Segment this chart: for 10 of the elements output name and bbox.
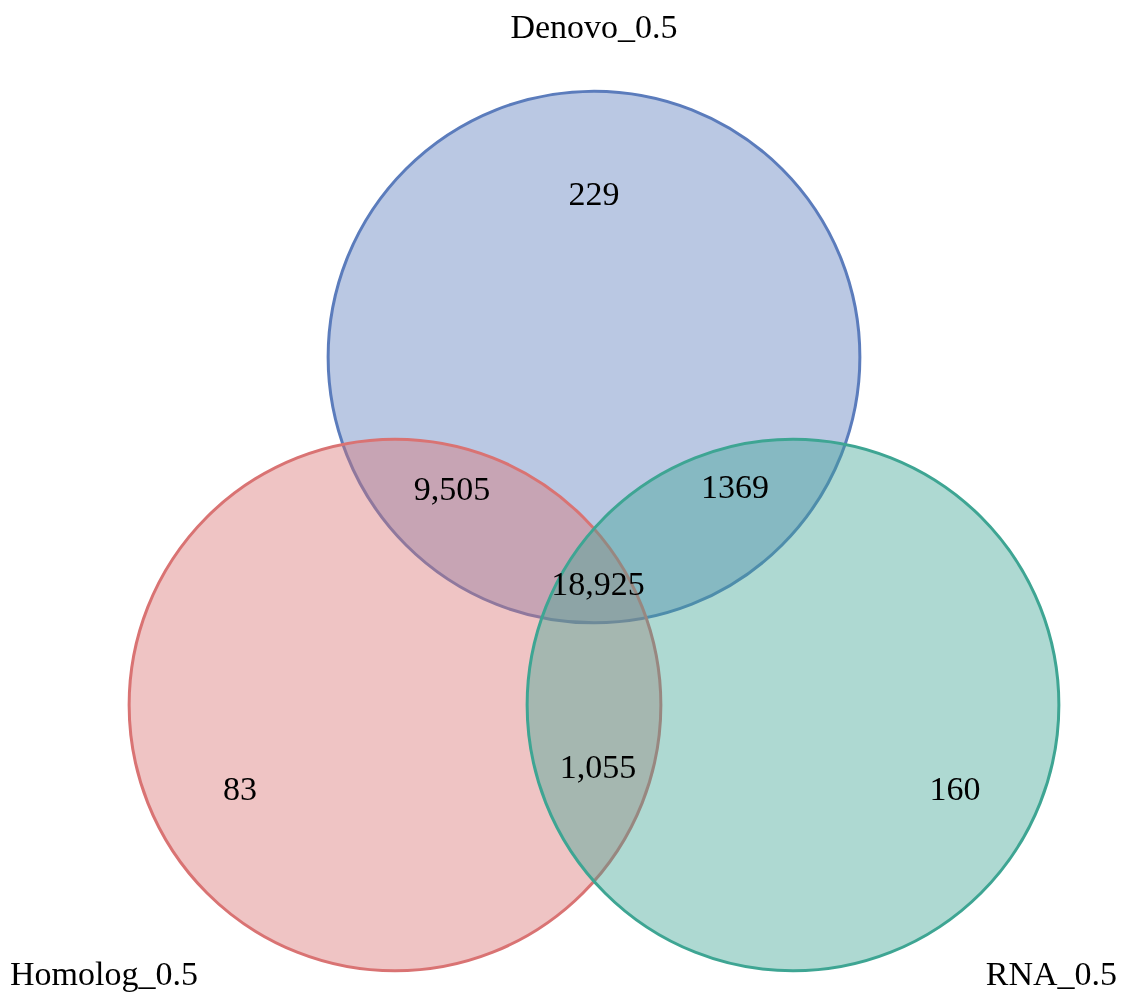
data-label: 1369 xyxy=(701,468,769,505)
text: Homolog_0.5 xyxy=(10,955,198,992)
data-label: 229 xyxy=(568,175,620,212)
data-label: 83 xyxy=(223,770,257,807)
data-label: 160 xyxy=(929,770,981,807)
data-label: 9,505 xyxy=(413,470,491,507)
text: RNA_0.5 xyxy=(985,955,1117,992)
data-label: 18,925 xyxy=(551,565,645,602)
text: Denovo_0.5 xyxy=(510,8,678,45)
data-label: 1,055 xyxy=(559,748,637,785)
